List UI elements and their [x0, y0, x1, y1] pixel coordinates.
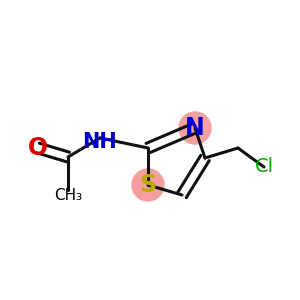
Text: NH: NH: [82, 132, 117, 152]
Text: O: O: [28, 136, 48, 160]
Text: N: N: [185, 116, 205, 140]
Circle shape: [132, 169, 164, 201]
Circle shape: [179, 112, 211, 144]
Text: S: S: [140, 173, 157, 197]
Text: Cl: Cl: [254, 158, 274, 176]
Text: CH₃: CH₃: [54, 188, 82, 202]
